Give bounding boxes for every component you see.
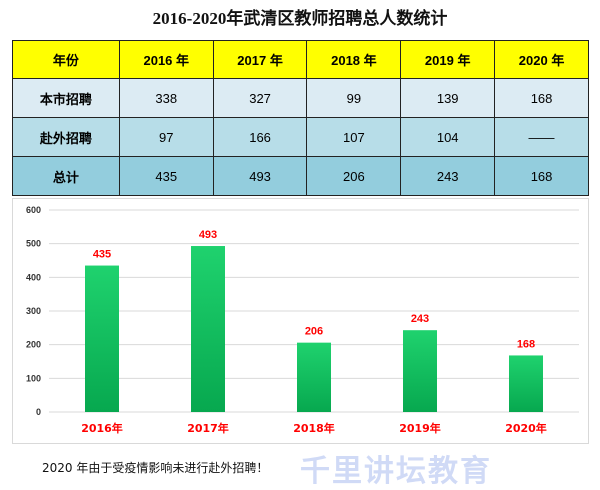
x-tick-label: 2020年	[505, 421, 547, 435]
bar-2018年	[297, 342, 331, 412]
x-tick-label: 2017年	[187, 421, 229, 435]
y-tick-label: 200	[26, 340, 41, 350]
y-tick-label: 100	[26, 373, 41, 383]
y-tick-label: 300	[26, 306, 41, 316]
table-cell: 97	[118, 117, 214, 157]
data-label: 168	[517, 338, 535, 350]
stats-table: 年份 2016 年 2017 年 2018 年 2019 年 2020 年 本市…	[12, 40, 589, 196]
row-label: 本市招聘	[12, 78, 120, 118]
bar-2020年	[509, 355, 543, 412]
table-cell: 166	[212, 117, 308, 157]
table-cell: 168	[494, 156, 589, 196]
table-cell: 99	[306, 78, 402, 118]
header-cell-2016: 2016 年	[118, 40, 214, 79]
x-tick-label: 2019年	[399, 421, 441, 435]
table-row-total: 总计 435 493 206 243 168	[12, 156, 589, 196]
table-cell: 104	[400, 117, 496, 157]
header-cell-year: 年份	[12, 40, 120, 79]
table-header-row: 年份 2016 年 2017 年 2018 年 2019 年 2020 年	[12, 40, 589, 79]
footnote: 2020 年由于受疫情影响未进行赴外招聘！	[42, 461, 269, 475]
chart-title: 2016-2020年武清区教师招聘总人数统计	[152, 9, 448, 28]
row-label: 赴外招聘	[12, 117, 120, 157]
y-tick-label: 400	[26, 272, 41, 282]
table-cell: 338	[118, 78, 214, 118]
bar-chart-panel: 0 100 200 300 400 500 600 435 2016年 493 2017年 206 2…	[12, 198, 589, 444]
table-cell: 435	[118, 156, 214, 196]
header-cell-2018: 2018 年	[306, 40, 402, 79]
row-label: 总计	[12, 156, 120, 196]
header-cell-2019: 2019 年	[400, 40, 496, 79]
data-label: 243	[411, 313, 429, 325]
table-cell: 107	[306, 117, 402, 157]
bar-2016年	[85, 265, 119, 412]
table-cell: 168	[494, 78, 589, 118]
bar-2019年	[403, 330, 437, 412]
table-cell: 327	[212, 78, 308, 118]
y-tick-label: 500	[26, 239, 41, 249]
data-label: 206	[305, 326, 323, 338]
watermark-text: 千里讲坛教育	[300, 454, 492, 489]
table-row-external: 赴外招聘 97 166 107 104 ——	[12, 117, 589, 157]
header-cell-2017: 2017 年	[212, 40, 308, 79]
x-tick-label: 2018年	[293, 421, 335, 435]
table-cell: 139	[400, 78, 496, 118]
table-cell: ——	[494, 117, 589, 157]
header-cell-2020: 2020 年	[494, 40, 589, 79]
table-row-local: 本市招聘 338 327 99 139 168	[12, 78, 589, 118]
data-label: 435	[93, 249, 111, 261]
data-label: 493	[199, 229, 217, 241]
x-tick-label: 2016年	[81, 421, 123, 435]
y-tick-label: 600	[26, 205, 41, 215]
y-tick-label: 0	[36, 407, 41, 417]
bar-2017年	[191, 246, 225, 412]
table-cell: 206	[306, 156, 402, 196]
bar-chart: 0 100 200 300 400 500 600 435 2016年 493 2017年 206 2…	[26, 205, 579, 435]
table-cell: 243	[400, 156, 496, 196]
table-cell: 493	[212, 156, 308, 196]
